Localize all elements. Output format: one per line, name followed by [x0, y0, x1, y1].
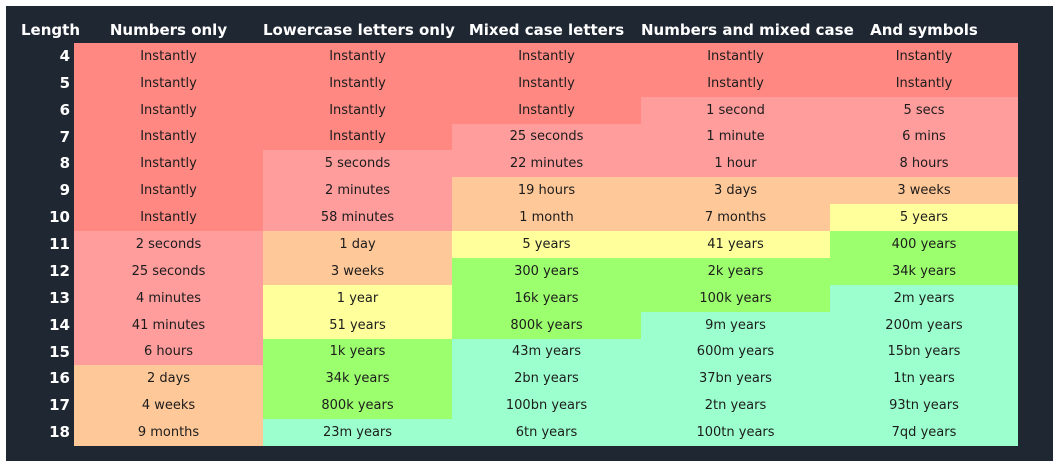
- table-cell: Instantly: [830, 70, 1018, 97]
- table-cell: 3 days: [641, 177, 830, 204]
- table-cell: 4 weeks: [74, 392, 263, 419]
- table-cell: Instantly: [74, 124, 263, 150]
- row-length-label: 9: [59, 181, 70, 199]
- table-cell: 400 years: [830, 231, 1018, 258]
- row-length-label: 14: [49, 316, 70, 334]
- table-cell: 300 years: [452, 258, 641, 285]
- table-cell: Instantly: [452, 97, 641, 124]
- table-cell: 1 month: [452, 204, 641, 231]
- table-cell: 5 years: [830, 204, 1018, 231]
- table-cell: 9 months: [74, 419, 263, 446]
- table-cell: Instantly: [263, 124, 452, 150]
- column-header: Numbers and mixed case: [641, 21, 854, 39]
- table-cell: 6 mins: [830, 124, 1018, 150]
- row-length-label: 7: [59, 128, 70, 146]
- row-length-label: 18: [49, 423, 70, 441]
- table-cell: Instantly: [452, 43, 641, 70]
- table-cell: 5 years: [452, 231, 641, 258]
- table-cell: 2 seconds: [74, 231, 263, 258]
- table-cell: 100bn years: [452, 392, 641, 419]
- table-cell: 41 minutes: [74, 312, 263, 339]
- table-cell: 16k years: [452, 285, 641, 312]
- table-cell: 1 year: [263, 285, 452, 312]
- table-cell: Instantly: [263, 97, 452, 124]
- row-length-label: 8: [59, 154, 70, 172]
- table-cell: 1 second: [641, 97, 830, 124]
- table-cell: 3 weeks: [830, 177, 1018, 204]
- table-cell: 23m years: [263, 419, 452, 446]
- table-cell: 41 years: [641, 231, 830, 258]
- table-cell: 2 minutes: [263, 177, 452, 204]
- table-cell: Instantly: [641, 43, 830, 70]
- table-cell: 34k years: [830, 258, 1018, 285]
- row-length-label: 4: [59, 47, 70, 65]
- table-cell: 51 years: [263, 312, 452, 339]
- header-length: Length: [21, 21, 80, 39]
- table-cell: 19 hours: [452, 177, 641, 204]
- table-cell: 1tn years: [830, 365, 1018, 392]
- row-length-label: 11: [49, 235, 70, 253]
- table-cell: Instantly: [74, 97, 263, 124]
- table-cell: 25 seconds: [452, 124, 641, 150]
- table-cell: Instantly: [263, 70, 452, 97]
- table-cell: Instantly: [74, 43, 263, 70]
- table-cell: 800k years: [452, 312, 641, 339]
- table-cell: 2tn years: [641, 392, 830, 419]
- table-cell: 93tn years: [830, 392, 1018, 419]
- table-cell: 1 day: [263, 231, 452, 258]
- table-cell: 1 hour: [641, 150, 830, 177]
- row-length-label: 10: [49, 208, 70, 226]
- table-cell: 100tn years: [641, 419, 830, 446]
- table-cell: Instantly: [74, 204, 263, 231]
- table-cell: 2bn years: [452, 365, 641, 392]
- column-header: And symbols: [870, 21, 978, 39]
- row-length-label: 17: [49, 396, 70, 414]
- table-cell: 43m years: [452, 339, 641, 365]
- table-cell: 25 seconds: [74, 258, 263, 285]
- table-cell: 58 minutes: [263, 204, 452, 231]
- table-cell: 200m years: [830, 312, 1018, 339]
- table-cell: 1k years: [263, 339, 452, 365]
- row-length-label: 6: [59, 101, 70, 119]
- table-cell: 4 minutes: [74, 285, 263, 312]
- table-cell: Instantly: [74, 150, 263, 177]
- row-length-label: 12: [49, 262, 70, 280]
- table-cell: Instantly: [641, 70, 830, 97]
- table-cell: 100k years: [641, 285, 830, 312]
- table-cell: 8 hours: [830, 150, 1018, 177]
- table-cell: Instantly: [74, 177, 263, 204]
- row-length-label: 16: [49, 369, 70, 387]
- table-cell: 600m years: [641, 339, 830, 365]
- row-length-label: 5: [59, 74, 70, 92]
- table-cell: 2 days: [74, 365, 263, 392]
- table-cell: 37bn years: [641, 365, 830, 392]
- table-cell: 9m years: [641, 312, 830, 339]
- table-cell: Instantly: [452, 70, 641, 97]
- table-cell: 7qd years: [830, 419, 1018, 446]
- column-header: Mixed case letters: [468, 21, 625, 39]
- table-cell: 2k years: [641, 258, 830, 285]
- table-cell: 1 minute: [641, 124, 830, 150]
- table-cell: 6tn years: [452, 419, 641, 446]
- row-length-label: 13: [49, 289, 70, 307]
- table-cell: 6 hours: [74, 339, 263, 365]
- table-cell: Instantly: [830, 43, 1018, 70]
- table-cell: 22 minutes: [452, 150, 641, 177]
- table-cell: 15bn years: [830, 339, 1018, 365]
- table-cell: 800k years: [263, 392, 452, 419]
- row-length-label: 15: [49, 343, 70, 361]
- table-cell: 5 seconds: [263, 150, 452, 177]
- table-cell: 34k years: [263, 365, 452, 392]
- table-cell: 2m years: [830, 285, 1018, 312]
- column-header: Lowercase letters only: [263, 21, 455, 39]
- column-header: Numbers only: [109, 21, 228, 39]
- table-cell: Instantly: [263, 43, 452, 70]
- table-cell: Instantly: [74, 70, 263, 97]
- table-cell: 5 secs: [830, 97, 1018, 124]
- table-cell: 7 months: [641, 204, 830, 231]
- table-cell: 3 weeks: [263, 258, 452, 285]
